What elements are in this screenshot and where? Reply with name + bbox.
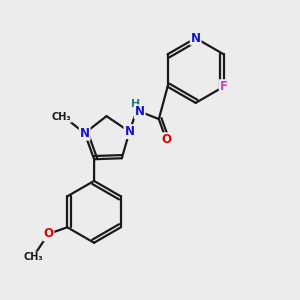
Text: N: N: [190, 32, 201, 45]
Text: N: N: [135, 105, 145, 118]
Text: N: N: [124, 125, 134, 138]
Text: CH₃: CH₃: [51, 112, 71, 122]
Text: F: F: [220, 80, 228, 93]
Text: CH₃: CH₃: [24, 253, 44, 262]
Text: H: H: [131, 99, 140, 110]
Text: N: N: [80, 127, 90, 140]
Text: O: O: [161, 133, 171, 146]
Text: O: O: [44, 227, 53, 240]
